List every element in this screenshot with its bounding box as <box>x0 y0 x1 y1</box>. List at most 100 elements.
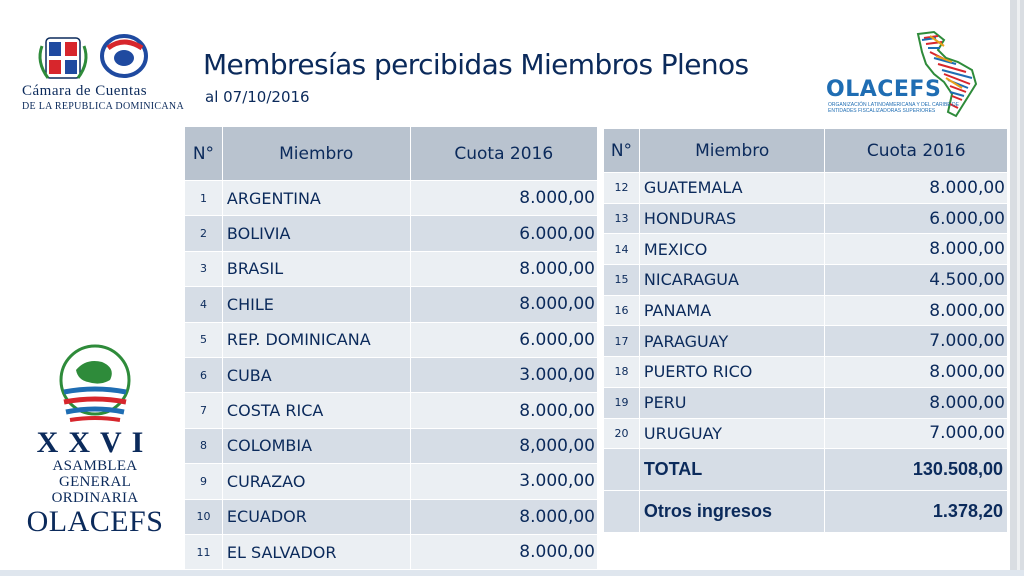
total-row: TOTAL 130.508,00 <box>603 448 1008 492</box>
row-member: BRASIL <box>221 250 411 288</box>
asamblea-emblem-icon <box>59 344 131 422</box>
table-row: 9 CURAZAO 3.000,00 <box>184 463 599 500</box>
row-member: REP. DOMINICANA <box>221 321 411 358</box>
row-member: COLOMBIA <box>221 427 411 465</box>
row-fee: 8.000,00 <box>409 392 599 429</box>
asamblea-number: XXVI <box>36 426 154 459</box>
olacefs-logo-text: OLACEFS <box>826 77 942 102</box>
other-income-value: 1.378,20 <box>824 490 1008 534</box>
asamblea-text: XXVI ASAMBLEA GENERAL ORDINARIA OLACEFS <box>20 428 170 538</box>
row-fee: 8.000,00 <box>409 250 599 288</box>
row-fee: 8.000,00 <box>409 498 599 535</box>
row-member: CHILE <box>221 286 411 323</box>
row-number: 2 <box>184 215 223 252</box>
table-row: 17 PARAGUAY 7.000,00 <box>603 325 1008 358</box>
total-value: 130.508,00 <box>824 448 1008 492</box>
page-subtitle: al 07/10/2016 <box>205 88 310 106</box>
other-income-blank <box>603 490 640 534</box>
org-name-line1: Cámara de Cuentas <box>22 83 148 99</box>
row-fee: 3.000,00 <box>409 463 599 500</box>
row-number: 16 <box>603 294 640 327</box>
olacefs-logo-subtext: ORGANIZACIÓN LATINOAMERICANA Y DEL CARIB… <box>828 102 959 114</box>
row-number: 15 <box>603 264 640 296</box>
row-fee: 4.500,00 <box>824 264 1008 296</box>
row-number: 8 <box>184 427 223 465</box>
row-fee: 8.000,00 <box>824 233 1008 266</box>
table-row: 19 PERU 8.000,00 <box>603 386 1008 419</box>
column-header-number: N° <box>603 128 640 173</box>
table-row: 11 EL SALVADOR 8.000,00 <box>184 533 599 571</box>
row-fee: 7.000,00 <box>824 325 1008 358</box>
row-number: 7 <box>184 392 223 429</box>
membership-table-left: N° Miembro Cuota 2016 1 ARGENTINA 8.000,00… <box>184 126 599 571</box>
row-number: 1 <box>184 179 223 217</box>
table-row: 2 BOLIVIA 6.000,00 <box>184 215 599 252</box>
table-header-row: N° Miembro Cuota 2016 <box>184 126 599 181</box>
row-fee: 3.000,00 <box>409 356 599 394</box>
row-fee: 8,000,00 <box>409 427 599 465</box>
row-member: MEXICO <box>638 233 826 266</box>
row-member: HONDURAS <box>638 202 826 235</box>
table-row: 8 COLOMBIA 8,000,00 <box>184 427 599 465</box>
row-member: COSTA RICA <box>221 392 411 429</box>
table-row: 12 GUATEMALA 8.000,00 <box>603 172 1008 204</box>
table-row: 16 PANAMA 8.000,00 <box>603 294 1008 327</box>
column-header-fee: Cuota 2016 <box>824 128 1008 173</box>
table-row: 6 CUBA 3.000,00 <box>184 356 599 394</box>
olacefs-map-logo <box>916 30 978 118</box>
row-fee: 8.000,00 <box>824 294 1008 327</box>
column-header-member: Miembro <box>221 126 411 181</box>
table-row: 14 MEXICO 8.000,00 <box>603 233 1008 266</box>
right-edge-stripe <box>1017 0 1020 576</box>
other-income-label: Otros ingresos <box>638 490 826 534</box>
row-member: PARAGUAY <box>638 325 826 358</box>
row-fee: 7.000,00 <box>824 417 1008 450</box>
asamblea-line3: OLACEFS <box>26 505 164 538</box>
column-header-fee: Cuota 2016 <box>409 126 599 181</box>
row-number: 14 <box>603 233 640 266</box>
row-number: 12 <box>603 172 640 204</box>
row-member: NICARAGUA <box>638 264 826 296</box>
table-row: 1 ARGENTINA 8.000,00 <box>184 179 599 217</box>
row-fee: 6.000,00 <box>409 215 599 252</box>
row-number: 3 <box>184 250 223 288</box>
row-number: 20 <box>603 417 640 450</box>
table-row: 18 PUERTO RICO 8.000,00 <box>603 356 1008 388</box>
row-number: 18 <box>603 356 640 388</box>
other-income-row: Otros ingresos 1.378,20 <box>603 490 1008 534</box>
row-number: 19 <box>603 386 640 419</box>
table-row: 20 URUGUAY 7.000,00 <box>603 417 1008 450</box>
cc-emblem-icon <box>100 34 148 78</box>
row-number: 11 <box>184 533 223 571</box>
table-row: 7 COSTA RICA 8.000,00 <box>184 392 599 429</box>
row-member: EL SALVADOR <box>221 533 411 571</box>
row-member: PUERTO RICO <box>638 356 826 388</box>
row-fee: 8.000,00 <box>409 286 599 323</box>
row-member: BOLIVIA <box>221 215 411 252</box>
right-edge-bar <box>1010 0 1024 576</box>
asamblea-line2: ORDINARIA <box>51 490 139 506</box>
org-name-line2: DE LA REPUBLICA DOMINICANA <box>22 101 184 112</box>
row-fee: 8.000,00 <box>409 533 599 571</box>
total-row-blank <box>603 448 640 492</box>
row-number: 6 <box>184 356 223 394</box>
table-header-row: N° Miembro Cuota 2016 <box>603 128 1008 173</box>
camara-de-cuentas-logo <box>38 34 148 79</box>
row-number: 13 <box>603 202 640 235</box>
page-title: Membresías percibidas Miembros Plenos <box>203 48 749 81</box>
membership-table-right: N° Miembro Cuota 2016 12 GUATEMALA 8.000,0… <box>603 128 1008 534</box>
table-row: 3 BRASIL 8.000,00 <box>184 250 599 288</box>
row-member: GUATEMALA <box>638 172 826 204</box>
row-member: CUBA <box>221 356 411 394</box>
americas-map-icon <box>916 30 978 118</box>
row-number: 5 <box>184 321 223 358</box>
row-member: CURAZAO <box>221 463 411 500</box>
table-row: 5 REP. DOMINICANA 6.000,00 <box>184 321 599 358</box>
asamblea-line1: ASAMBLEA GENERAL <box>52 458 138 490</box>
row-member: PANAMA <box>638 294 826 327</box>
column-header-number: N° <box>184 126 223 181</box>
row-member: PERU <box>638 386 826 419</box>
total-label: TOTAL <box>638 448 826 492</box>
org-name: Cámara de Cuentas DE LA REPUBLICA DOMINI… <box>22 83 184 112</box>
column-header-member: Miembro <box>638 128 826 173</box>
